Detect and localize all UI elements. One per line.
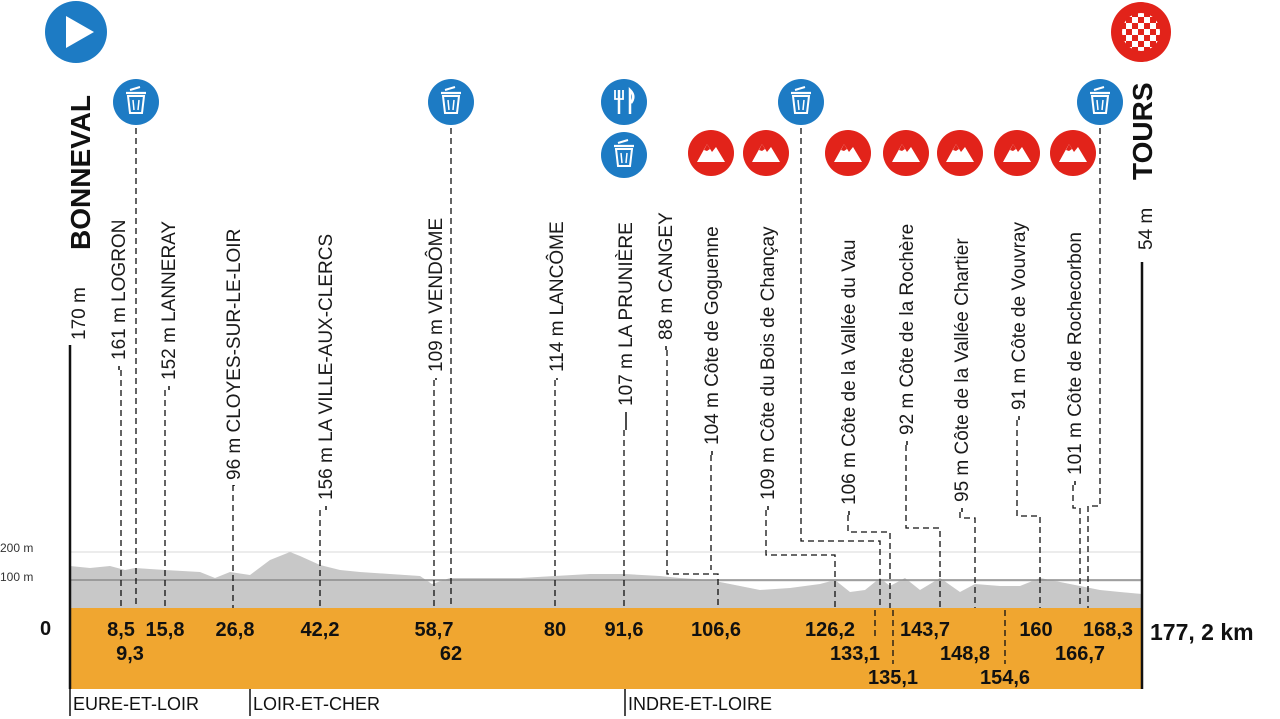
km-label: 8,5 — [107, 619, 135, 641]
mountain-climb-icon — [883, 130, 929, 176]
trash-can-icon — [601, 132, 647, 178]
finish-altitude: 54 m — [1136, 208, 1157, 250]
km-label: 166,7 — [1055, 643, 1105, 665]
km-label: 133,1 — [830, 643, 880, 665]
dash-feed-3 — [800, 128, 881, 608]
icons-layer — [113, 79, 1123, 178]
km-label: 135,1 — [868, 667, 918, 689]
point-label: 109 m VENDÔME — [425, 218, 447, 372]
km-label: 58,7 — [415, 619, 454, 641]
point-label: 106 m Côte de la Vallée du Vau — [839, 240, 860, 505]
trash-can-icon — [1077, 79, 1123, 125]
start-name: BONNEVAL — [65, 95, 96, 250]
point-label: 92 m Côte de la Rochère — [897, 224, 918, 435]
mountain-climb-icon — [825, 130, 871, 176]
trash-can-icon — [428, 79, 474, 125]
region-label: INDRE-ET-LOIRE — [628, 694, 772, 714]
scale-top-label: 200 m — [0, 541, 33, 555]
km-label: 154,6 — [980, 667, 1030, 689]
km-label: 126,2 — [805, 619, 855, 641]
scale-zero-label: 0 — [40, 618, 51, 640]
knife-fork-icon — [601, 79, 647, 125]
km-label: 80 — [544, 619, 566, 641]
mountain-climb-icon — [1050, 130, 1096, 176]
mountain-climb-icon — [688, 130, 734, 176]
km-label: 148,8 — [940, 643, 990, 665]
dash-cangey — [666, 350, 719, 608]
point-label: 96 m CLOYES-SUR-LE-LOIR — [224, 229, 245, 480]
total-distance: 177, 2 km — [1150, 619, 1254, 645]
point-label: 161 m LOGRON — [109, 220, 130, 360]
dash-rochecorbon — [1072, 485, 1081, 608]
km-label: 168,3 — [1083, 619, 1133, 641]
dash-vouvray — [1016, 420, 1041, 608]
mountain-climb-icon — [743, 130, 789, 176]
point-label: 95 m Côte de la Vallée Chartier — [952, 238, 973, 502]
region-label: LOIR-ET-CHER — [253, 694, 380, 714]
trash-can-icon — [778, 79, 824, 125]
points-layer: 161 m LOGRON 152 m LANNERAY 96 m CLOYES-SU… — [109, 212, 1086, 515]
region-layer: EURE-ET-LOIR LOIR-ET-CHER INDRE-ET-LOIRE — [69, 689, 772, 716]
km-label: 106,6 — [691, 619, 741, 641]
point-label: 91 m Côte de Vouvray — [1009, 222, 1030, 410]
km-label: 143,7 — [900, 619, 950, 641]
point-label: 109 m Côte du Bois de Chançay — [758, 226, 779, 500]
km-label: 91,6 — [605, 619, 644, 641]
point-label: 107 m LA PRUNIÈRE — [616, 222, 637, 406]
region-label: EURE-ET-LOIR — [73, 694, 199, 714]
dash-chartier — [959, 512, 976, 608]
point-label: 114 m LANCÔME — [546, 221, 568, 372]
base-band — [70, 608, 1142, 689]
start-altitude: 170 m — [69, 287, 90, 340]
km-label: 62 — [440, 643, 462, 665]
km-label: 42,2 — [301, 619, 340, 641]
mountain-climb-icon — [937, 130, 983, 176]
point-label: 104 m Côte de Goguenne — [702, 226, 723, 445]
scale-mid-label: 100 m — [0, 570, 33, 584]
point-label: 88 m CANGEY — [656, 212, 677, 340]
dash-chancay — [765, 510, 836, 608]
mountain-climb-icon — [994, 130, 1040, 176]
dash-layer — [120, 128, 1101, 664]
start-arrow-icon — [45, 1, 107, 63]
km-label: 26,8 — [216, 619, 255, 641]
km-label: 160 — [1019, 619, 1052, 641]
point-label: 152 m LANNERAY — [159, 221, 180, 380]
point-label: 101 m Côte de Rochecorbon — [1065, 232, 1086, 475]
point-label: 156 m LA VILLE-AUX-CLERCS — [316, 234, 337, 500]
dash-rochere — [905, 445, 941, 608]
km-label: 9,3 — [116, 643, 144, 665]
trash-can-icon — [113, 79, 159, 125]
finish-name: TOURS — [1127, 83, 1158, 181]
km-layer: 8,5 15,8 26,8 42,2 58,7 80 91,6 106,6 126,2 143,7… — [107, 619, 1133, 689]
dash-feed-6 — [1087, 128, 1101, 608]
km-label: 15,8 — [146, 619, 185, 641]
finish-flag-icon — [1111, 2, 1171, 62]
